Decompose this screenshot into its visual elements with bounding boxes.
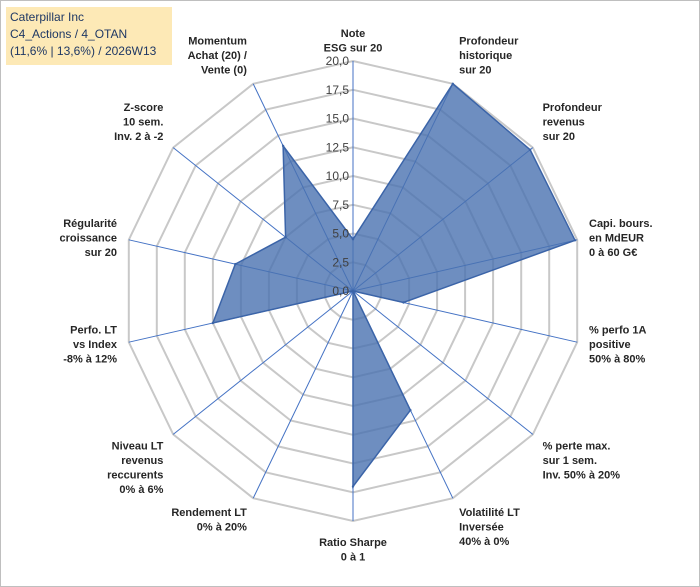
series-point: [351, 485, 355, 488]
axis-label-line: 10 sem.: [123, 116, 163, 128]
axis-label: % perte max. sur 1 sem. Inv. 50% à 20%: [543, 441, 621, 482]
axis-label-line: Momentum: [188, 35, 247, 47]
tick-label: 17,5: [326, 83, 350, 97]
series-point: [528, 148, 532, 151]
axis-spoke: [172, 290, 354, 435]
radar-tick-labels: 0,0 2,5 5,0 7,5 10,0 12,5 15,0 17,5 20,0: [326, 54, 350, 298]
series-point: [284, 236, 287, 239]
axis-label: Profondeur revenus sur 20: [543, 102, 603, 143]
axis-label-line: Profondeur: [543, 102, 603, 114]
axis-label: % perfo 1A positive 50% à 80%: [589, 325, 647, 366]
axis-label: Niveau LT revenus reccurents 0% à 6%: [107, 441, 164, 497]
axis-label-line: Inv. 2 à -2: [114, 131, 163, 143]
title-period: (11,6% | 13,6%) / 2026W13: [10, 44, 157, 58]
axis-label: Perfo. LT vs Index -8% à 12%: [63, 325, 118, 366]
axis-label-line: 0 à 1: [341, 552, 365, 564]
axis-label: Régularité croissance sur 20: [60, 218, 117, 259]
axis-label-line: sur 20: [85, 247, 117, 259]
axis-label: Volatilité LT Inversée 40% à 0%: [459, 507, 520, 548]
axis-label-line: 0% à 20%: [197, 522, 247, 534]
axis-label-line: Profondeur: [459, 35, 519, 47]
axis-spoke: [352, 290, 534, 435]
axis-label-line: revenus: [543, 116, 585, 128]
axis-label-line: revenus: [121, 455, 163, 467]
axis-label-line: croissance: [60, 232, 117, 244]
series-point: [573, 239, 577, 242]
tick-label: 5,0: [332, 227, 349, 241]
axis-label-line: vs Index: [73, 339, 118, 351]
axis-label: Momentum Achat (20) / Vente (0): [188, 35, 248, 76]
axis-label: Note ESG sur 20: [324, 28, 383, 55]
axis-label-line: 0 à 60 G€: [589, 247, 637, 259]
axis-label-line: Capi. bours.: [589, 218, 653, 230]
axis-label-line: positive: [589, 339, 631, 351]
axis-label-line: 50% à 80%: [589, 354, 645, 366]
axis-label-line: -8% à 12%: [63, 354, 117, 366]
axis-label-line: 40% à 0%: [459, 536, 509, 548]
axis-label-line: Z-score: [124, 102, 164, 114]
tick-label: 15,0: [326, 112, 350, 126]
series-point: [234, 262, 237, 266]
radar-axis-labels: Note ESG sur 20 Profondeur historique sur 20…: [60, 28, 653, 564]
axis-label-line: ESG sur 20: [324, 43, 383, 55]
axis-label-line: sur 20: [543, 131, 575, 143]
axis-label-line: Vente (0): [201, 64, 247, 76]
axis-label-line: Rendement LT: [171, 507, 247, 519]
axis-label-line: historique: [459, 50, 512, 62]
axis-label-line: Régularité: [63, 218, 117, 230]
title-box: Caterpillar Inc C4_Actions / 4_OTAN (11,…: [6, 7, 172, 65]
tick-label: 10,0: [326, 169, 350, 183]
axis-spoke: [252, 290, 354, 499]
axis-label: Capi. bours. en MdEUR 0 à 60 G€: [589, 218, 653, 259]
axis-label: Rendement LT 0% à 20%: [171, 507, 247, 534]
axis-label: Ratio Sharpe 0 à 1: [319, 537, 387, 564]
axis-label-line: Niveau LT: [112, 441, 164, 453]
axis-label-line: % perte max.: [543, 441, 611, 453]
axis-label-line: Inversée: [459, 522, 504, 534]
tick-label: 0,0: [332, 284, 349, 298]
series-point: [409, 409, 412, 412]
axis-label-line: Note: [341, 28, 365, 40]
title-company: Caterpillar Inc: [10, 10, 85, 24]
axis-label-line: % perfo 1A: [589, 325, 647, 337]
series-point: [451, 82, 454, 86]
series-point: [351, 289, 355, 293]
axis-label: Profondeur historique sur 20: [459, 35, 519, 76]
tick-label: 7,5: [332, 198, 349, 212]
title-portfolio: C4_Actions / 4_OTAN: [10, 27, 128, 41]
series-point: [281, 144, 285, 148]
series-point: [402, 301, 405, 304]
axis-label-line: sur 20: [459, 64, 491, 76]
axis-label-line: Inv. 50% à 20%: [543, 470, 621, 482]
series-point: [351, 238, 355, 241]
axis-label-line: Volatilité LT: [459, 507, 520, 519]
tick-label: 2,5: [332, 255, 349, 269]
series-area: [211, 82, 577, 489]
axis-label-line: reccurents: [107, 470, 163, 482]
tick-label: 12,5: [326, 140, 350, 154]
radar-series: [211, 82, 577, 489]
axis-label-line: Ratio Sharpe: [319, 537, 387, 549]
axis-label-line: en MdEUR: [589, 232, 644, 244]
axis-label-line: 0% à 6%: [119, 484, 163, 496]
axis-label-line: sur 1 sem.: [543, 455, 597, 467]
axis-label-line: Perfo. LT: [70, 325, 117, 337]
axis-label-line: Achat (20) /: [188, 50, 247, 62]
tick-label: 20,0: [326, 54, 350, 68]
series-point: [211, 321, 215, 325]
axis-label: Z-score 10 sem. Inv. 2 à -2: [114, 102, 163, 143]
